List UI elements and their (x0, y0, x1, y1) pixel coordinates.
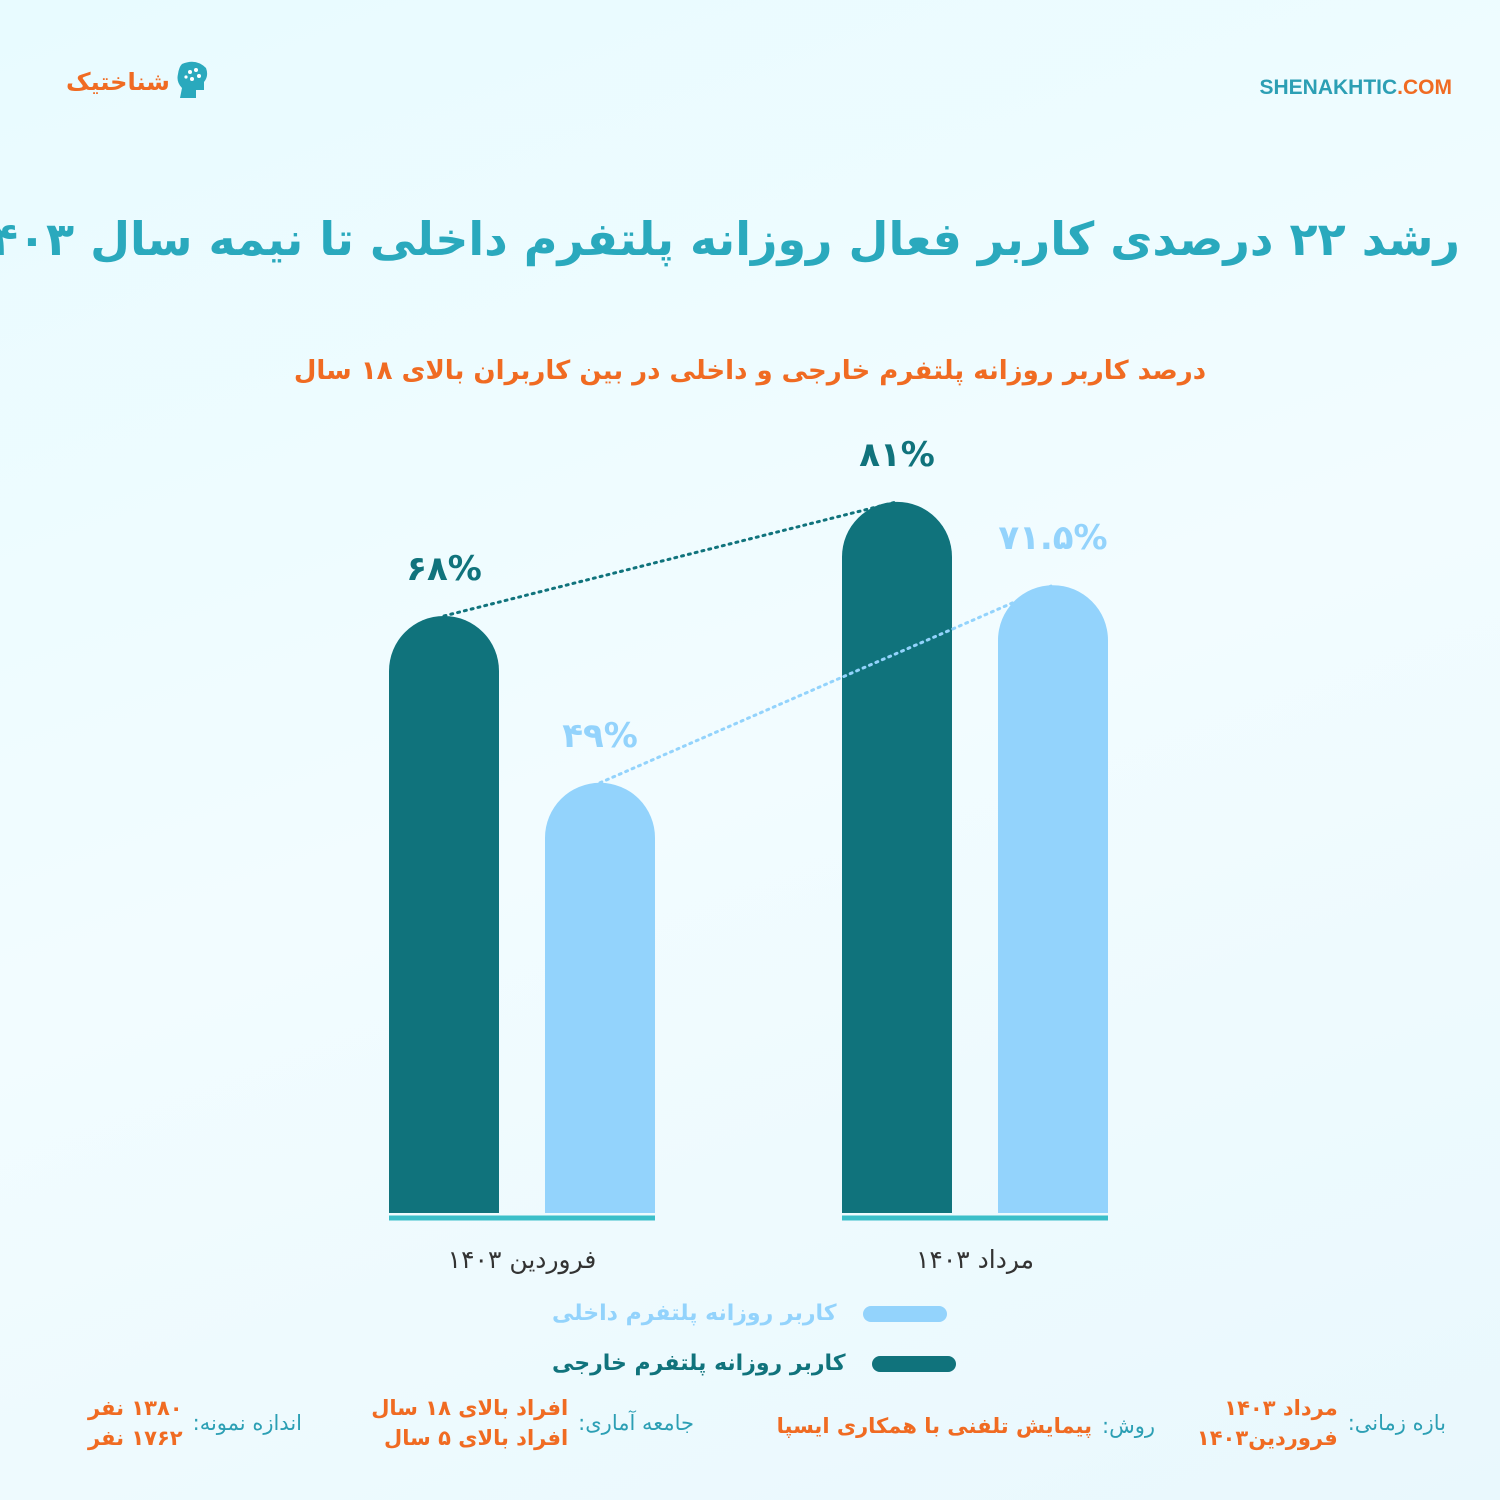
legend-swatch-foreign (871, 1355, 956, 1372)
data-label-s2-c1: ۴۹% (562, 716, 638, 756)
bar-chart: ۶۸% ۸۱% ۴۹% ۷۱.۵% فروردین ۱۴۰۳ مرداد ۱۴۰۳ (389, 435, 1108, 1275)
footer-population: جامعه آماری: افراد بالای ۱۸ سال افراد با… (371, 1396, 694, 1450)
bar-s2-c2 (998, 585, 1108, 1213)
data-label-s2-c2: ۷۱.۵% (998, 518, 1107, 558)
method-key: روش: (1102, 1414, 1155, 1438)
bar-s2-c1 (545, 782, 655, 1213)
trend-line-s1 (442, 500, 899, 618)
population-value-2: افراد بالای ۵ سال (384, 1426, 569, 1450)
legend-item-foreign: کاربر روزانه پلتفرم خارجی (552, 1351, 956, 1376)
footer-method: روش: پیمایش تلفنی با همکاری ایسپا (777, 1414, 1155, 1438)
trend-line-s2 (598, 583, 1055, 785)
method-value: پیمایش تلفنی با همکاری ایسپا (776, 1414, 1092, 1438)
data-label-s1-c2: ۸۱% (859, 435, 935, 475)
page-title: رشد ۲۲ درصدی کاربر فعال روزانه پلتفرم دا… (0, 212, 1460, 266)
legend-label-domestic: کاربر روزانه پلتفرم داخلی (552, 1301, 837, 1326)
brand-logo: شناختیک (66, 60, 210, 104)
period-key: بازه زمانی: (1347, 1411, 1446, 1435)
x-tick-label-2: مرداد ۱۴۰۳ (916, 1245, 1034, 1274)
chart-subtitle: درصد کاربر روزانه پلتفرم خارجی و داخلی د… (293, 356, 1207, 386)
site-name: SHENAKHTIC (1259, 76, 1398, 99)
bar-s1-c2 (842, 501, 952, 1214)
site-tld: .COM (1397, 76, 1452, 99)
sample-value-1: ۱۳۸۰ نفر (87, 1396, 183, 1420)
x-tick-label-1: فروردین ۱۴۰۳ (448, 1245, 597, 1275)
site-url[interactable]: SHENAKHTIC.COM (1260, 76, 1453, 100)
population-key: جامعه آماری: (578, 1411, 694, 1435)
footer-period: بازه زمانی: مرداد ۱۴۰۳ فروردین۱۴۰۳ (1197, 1396, 1446, 1450)
logo-text: شناختیک (66, 68, 170, 96)
sample-value-2: ۱۷۶۲ نفر (87, 1426, 183, 1450)
legend-swatch-domestic (862, 1305, 947, 1322)
data-label-s1-c1: ۶۸% (406, 549, 482, 589)
period-value-1: مرداد ۱۴۰۳ (1224, 1396, 1338, 1420)
legend-label-foreign: کاربر روزانه پلتفرم خارجی (552, 1351, 846, 1376)
population-value-1: افراد بالای ۱۸ سال (371, 1396, 569, 1420)
period-value-2: فروردین۱۴۰۳ (1196, 1426, 1338, 1450)
brain-head-icon (176, 60, 210, 104)
sample-key: اندازه نمونه: (192, 1411, 302, 1435)
bar-s1-c1 (389, 615, 499, 1213)
footer-sample: اندازه نمونه: ۱۳۸۰ نفر ۱۷۶۲ نفر (88, 1396, 302, 1450)
legend-item-domestic: کاربر روزانه پلتفرم داخلی (552, 1301, 947, 1326)
